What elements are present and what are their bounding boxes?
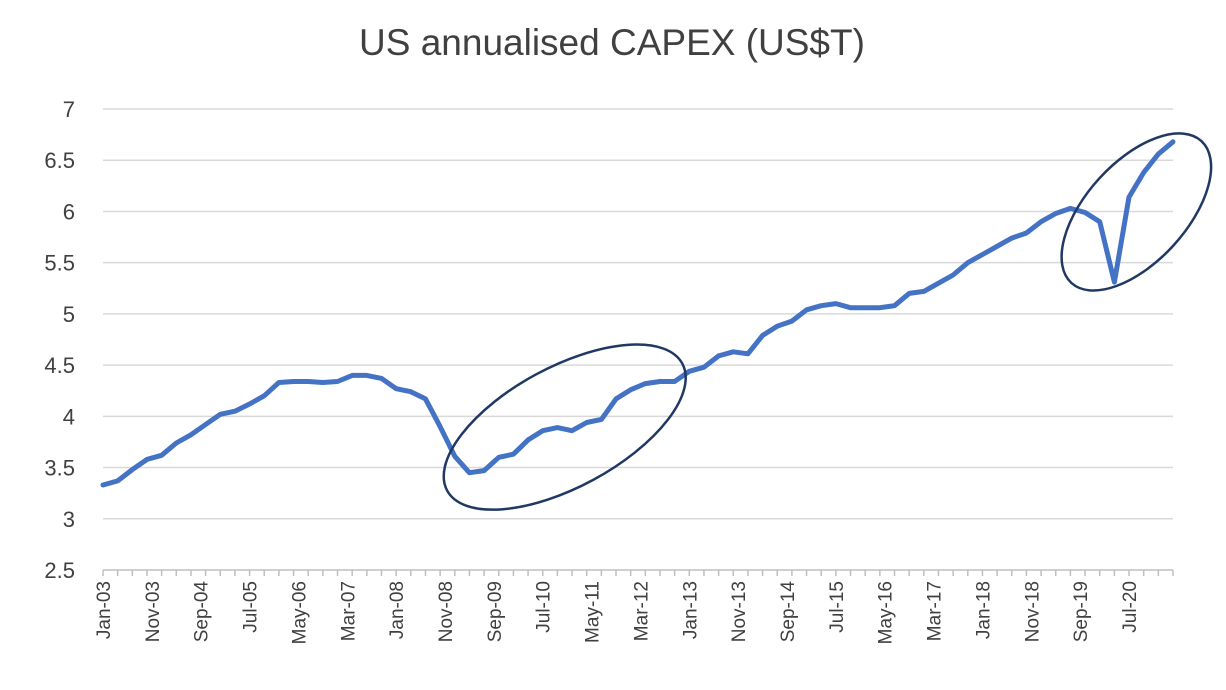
series-line-0 bbox=[100, 139, 1176, 488]
chart-title: US annualised CAPEX (US$T) bbox=[359, 22, 865, 63]
x-tick-label: Jan-03 bbox=[94, 581, 115, 639]
y-tick-label: 5.5 bbox=[44, 251, 75, 276]
gridlines bbox=[102, 108, 1174, 576]
y-tick-label: 2.5 bbox=[44, 558, 75, 583]
x-tick-label: Mar-17 bbox=[925, 581, 946, 641]
y-tick-label: 4.5 bbox=[44, 353, 75, 378]
x-tick-label: Jan-13 bbox=[680, 581, 701, 639]
y-tick-label: 6 bbox=[63, 199, 75, 224]
x-tick-label: Jul-05 bbox=[241, 581, 262, 633]
y-tick-label: 5 bbox=[63, 302, 75, 327]
y-tick-label: 4 bbox=[63, 404, 75, 429]
x-tick-label: Nov-03 bbox=[143, 581, 164, 642]
x-tick-label: Jan-08 bbox=[387, 581, 408, 639]
x-tick-label: Sep-14 bbox=[778, 581, 799, 643]
x-tick-label: Sep-04 bbox=[192, 581, 213, 643]
x-tick-label: May-06 bbox=[289, 581, 310, 644]
y-tick-label: 3 bbox=[63, 507, 75, 532]
x-tick-label: Jul-20 bbox=[1120, 581, 1141, 633]
y-axis-tick-labels: 2.5 3 3.5 4 4.5 5 5.5 6 6.5 7 bbox=[44, 97, 75, 583]
series-layer bbox=[100, 139, 1176, 488]
x-tick-label: Jul-10 bbox=[534, 581, 555, 633]
x-tick-label: Nov-13 bbox=[729, 581, 750, 642]
x-tick-label: May-16 bbox=[876, 581, 897, 644]
x-tick-label: Nov-18 bbox=[1022, 581, 1043, 642]
y-tick-label: 3.5 bbox=[44, 456, 75, 481]
x-tick-label: Mar-12 bbox=[631, 581, 652, 641]
x-tick-label: Jul-15 bbox=[827, 581, 848, 633]
y-tick-label: 7 bbox=[63, 97, 75, 122]
highlight-ellipse-1 bbox=[442, 343, 687, 511]
annotation-layer bbox=[442, 132, 1213, 511]
x-tick-label: Mar-07 bbox=[338, 581, 359, 641]
x-tick-label: Nov-08 bbox=[436, 581, 457, 642]
y-tick-label: 6.5 bbox=[44, 148, 75, 173]
x-tick-label: Jan-18 bbox=[973, 581, 994, 639]
x-axis-tick-labels: Jan-03 Nov-03 Sep-04 Jul-05 May-06 Mar-07 Jan-… bbox=[94, 581, 1141, 645]
x-tick-label: Sep-09 bbox=[485, 581, 506, 642]
x-tick-label: May-11 bbox=[583, 581, 604, 643]
highlight-ellipse-2 bbox=[1060, 132, 1213, 292]
x-tick-label: Sep-19 bbox=[1071, 581, 1092, 642]
